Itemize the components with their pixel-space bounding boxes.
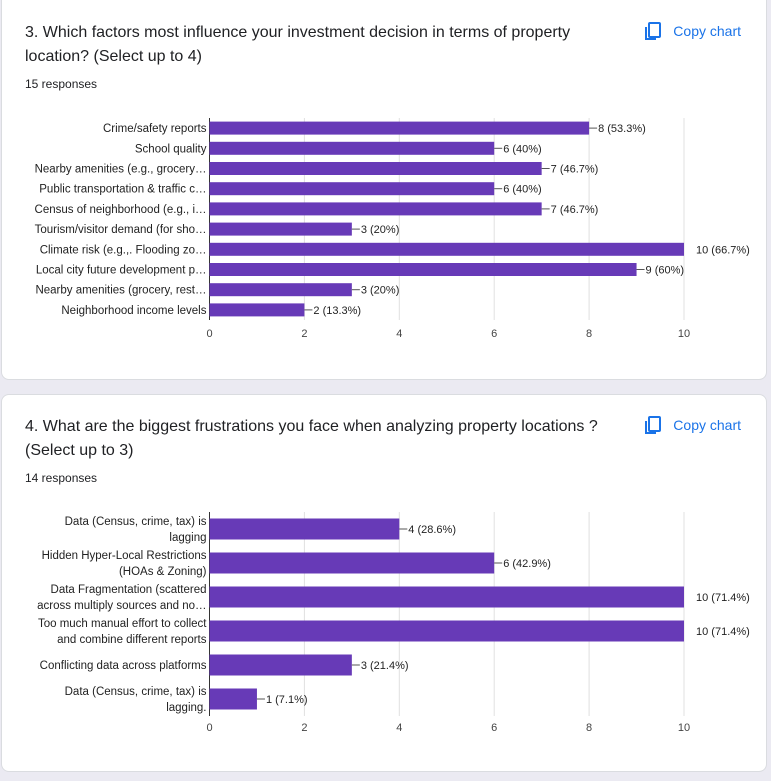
- response-count: 15 responses: [25, 77, 98, 91]
- category-label: Data (Census, crime, tax) is: [65, 516, 207, 528]
- x-tick-label: 10: [678, 722, 690, 734]
- bar: [209, 518, 400, 540]
- x-tick-label: 0: [206, 722, 212, 734]
- x-tick-label: 8: [586, 328, 592, 340]
- response-count: 14 responses: [25, 471, 98, 485]
- x-tick-label: 8: [586, 722, 592, 734]
- bar: [209, 620, 684, 642]
- data-label: 6 (40%): [503, 143, 542, 155]
- x-tick-label: 10: [678, 328, 690, 340]
- question-card-3: 3. Which factors most influence your inv…: [1, 0, 767, 380]
- category-label: Tourism/visitor demand (for sho…: [35, 224, 207, 236]
- category-label: Hidden Hyper-Local Restrictions: [42, 550, 207, 562]
- bar: [209, 688, 257, 710]
- bar: [209, 263, 637, 276]
- copy-icon: [645, 416, 662, 434]
- category-label: (HOAs & Zoning): [119, 566, 207, 578]
- bar: [209, 141, 495, 155]
- category-label: School quality: [135, 143, 207, 155]
- category-label: Conflicting data across platforms: [40, 660, 207, 672]
- copy-chart-label: Copy chart: [673, 23, 741, 39]
- bar: [209, 162, 542, 175]
- x-tick-label: 0: [206, 328, 212, 340]
- bar: [209, 654, 352, 676]
- category-label: Crime/safety reports: [103, 123, 207, 135]
- copy-chart-label: Copy chart: [673, 417, 741, 433]
- data-label: 10 (66.7%): [696, 244, 750, 256]
- data-label: 10 (71.4%): [696, 592, 750, 604]
- data-label: 6 (42.9%): [503, 558, 551, 570]
- category-label: lagging.: [166, 702, 206, 714]
- category-label: Local city future development p…: [36, 265, 207, 277]
- bar: [209, 303, 305, 317]
- category-label: Census of neighborhood (e.g., i…: [35, 204, 207, 216]
- bar: [209, 552, 495, 574]
- data-label: 3 (20%): [361, 285, 400, 297]
- category-label: Climate risk (e.g.,. Flooding zo…: [40, 244, 207, 256]
- data-label: 4 (28.6%): [408, 524, 456, 536]
- data-label: 6 (40%): [503, 184, 542, 196]
- data-label: 3 (21.4%): [361, 660, 409, 672]
- x-tick-label: 2: [301, 722, 307, 734]
- data-label: 7 (46.7%): [551, 164, 599, 176]
- category-label: Nearby amenities (grocery, rest…: [35, 285, 206, 297]
- data-label: 9 (60%): [646, 265, 685, 277]
- bar: [209, 202, 542, 216]
- copy-chart-button[interactable]: Copy chart: [643, 415, 741, 435]
- category-label: Too much manual effort to collect: [38, 618, 207, 630]
- bar: [209, 222, 352, 236]
- bar: [209, 586, 684, 608]
- x-tick-label: 4: [396, 722, 402, 734]
- data-label: 2 (13.3%): [313, 305, 361, 317]
- category-label: Public transportation & traffic c…: [39, 184, 206, 196]
- data-label: 1 (7.1%): [266, 694, 308, 706]
- category-label: across multiply sources and no…: [37, 600, 206, 612]
- x-tick-label: 4: [396, 328, 402, 340]
- bar: [209, 182, 495, 196]
- bar: [209, 283, 352, 297]
- bar: [209, 242, 684, 256]
- category-label: Nearby amenities (e.g., grocery…: [35, 164, 207, 176]
- question-card-4: 4. What are the biggest frustrations you…: [1, 394, 767, 772]
- bar: [209, 121, 590, 135]
- category-label: lagging: [169, 532, 206, 544]
- bar-chart: 0 2 4 6 8 10 Crime/safety reports 8 (53.3%) Scho…: [35, 118, 750, 340]
- data-label: 3 (20%): [361, 224, 400, 236]
- question-title: 4. What are the biggest frustrations you…: [25, 418, 598, 459]
- x-tick-label: 6: [491, 328, 497, 340]
- category-label: Data Fragmentation (scattered: [51, 584, 207, 596]
- copy-chart-button[interactable]: Copy chart: [643, 21, 741, 41]
- x-tick-label: 2: [301, 328, 307, 340]
- x-tick-label: 6: [491, 722, 497, 734]
- category-label: Data (Census, crime, tax) is: [65, 686, 207, 698]
- data-label: 7 (46.7%): [551, 204, 599, 216]
- copy-icon: [645, 22, 662, 40]
- data-label: 8 (53.3%): [598, 123, 646, 135]
- question-title: 3. Which factors most influence your inv…: [25, 24, 571, 65]
- category-label: Neighborhood income levels: [61, 305, 206, 317]
- category-label: and combine different reports: [57, 634, 207, 646]
- data-label: 10 (71.4%): [696, 626, 750, 638]
